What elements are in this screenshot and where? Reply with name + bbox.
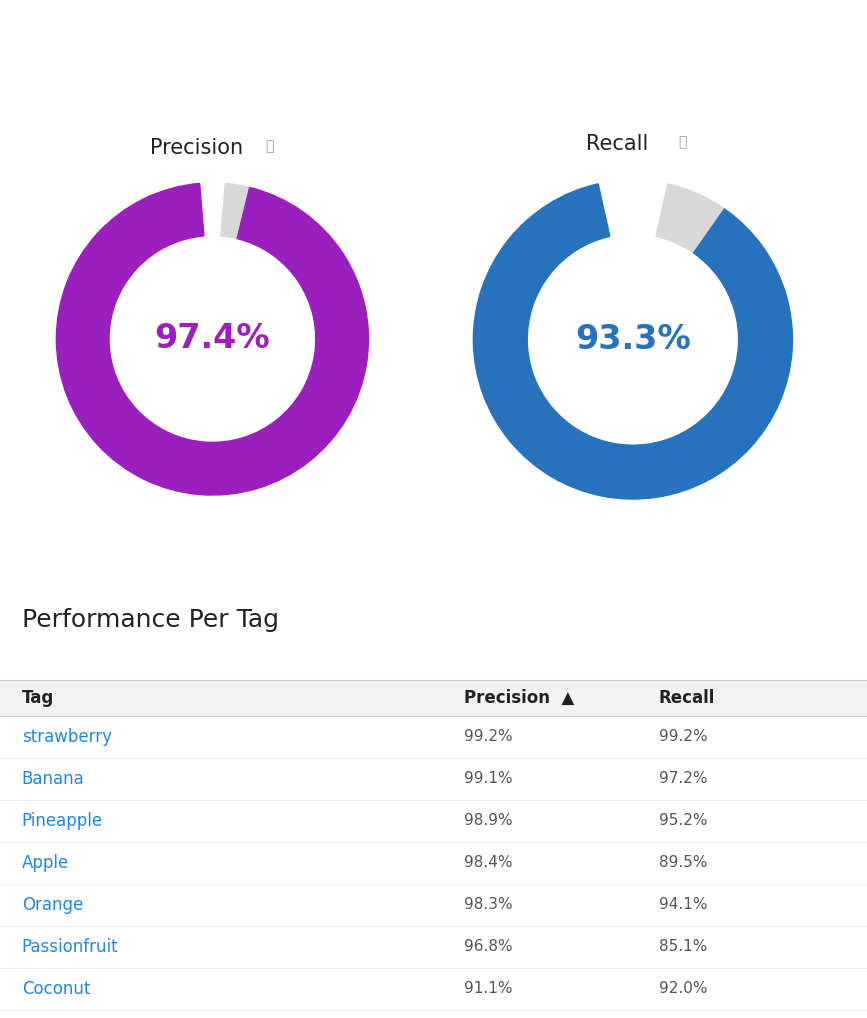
Text: Passionfruit: Passionfruit <box>22 938 118 956</box>
Text: Recall: Recall <box>586 134 649 154</box>
Text: Precision: Precision <box>150 138 244 158</box>
Text: ⓘ: ⓘ <box>679 135 688 150</box>
Text: Coconut: Coconut <box>22 979 90 998</box>
Text: 89.5%: 89.5% <box>659 855 707 870</box>
Text: Precision  ▲: Precision ▲ <box>464 689 574 706</box>
Text: 94.1%: 94.1% <box>659 897 707 912</box>
Text: Performance Per Tag: Performance Per Tag <box>22 608 278 632</box>
Text: Orange: Orange <box>22 896 83 914</box>
Text: 98.3%: 98.3% <box>464 897 512 912</box>
Text: 98.4%: 98.4% <box>464 855 512 870</box>
Text: strawberry: strawberry <box>22 728 112 746</box>
Text: 95.2%: 95.2% <box>659 813 707 829</box>
Text: 97.2%: 97.2% <box>659 772 707 786</box>
Wedge shape <box>56 183 368 495</box>
Text: ⓘ: ⓘ <box>265 139 273 154</box>
Wedge shape <box>221 183 250 238</box>
Text: 91.1%: 91.1% <box>464 981 512 996</box>
Text: 92.0%: 92.0% <box>659 981 707 996</box>
Wedge shape <box>656 184 725 252</box>
Text: 85.1%: 85.1% <box>659 940 707 954</box>
Text: 97.4%: 97.4% <box>154 323 271 355</box>
Text: 96.8%: 96.8% <box>464 940 512 954</box>
Text: 99.2%: 99.2% <box>659 730 707 744</box>
Text: 99.1%: 99.1% <box>464 772 512 786</box>
Wedge shape <box>473 184 792 499</box>
Text: Apple: Apple <box>22 854 68 871</box>
Text: Tag: Tag <box>22 689 54 706</box>
Text: 98.9%: 98.9% <box>464 813 512 829</box>
Text: Pineapple: Pineapple <box>22 811 103 830</box>
Text: 99.2%: 99.2% <box>464 730 512 744</box>
Text: Recall: Recall <box>659 689 715 706</box>
Text: 93.3%: 93.3% <box>575 323 691 356</box>
Text: Banana: Banana <box>22 770 84 788</box>
FancyBboxPatch shape <box>0 680 867 716</box>
